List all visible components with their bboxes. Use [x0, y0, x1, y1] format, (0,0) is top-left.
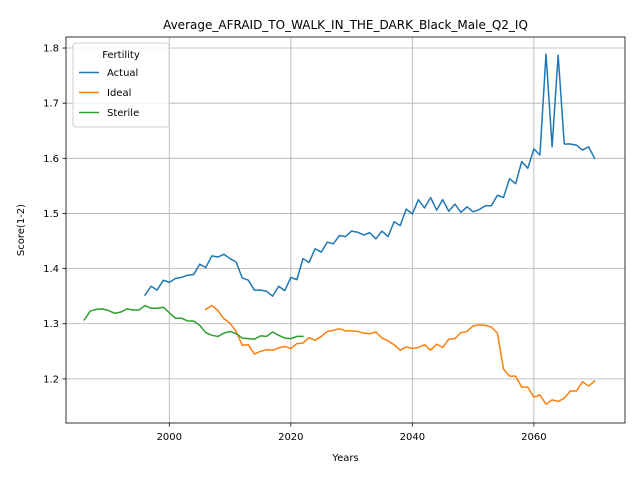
y-tick-label: 1.7 [43, 99, 59, 110]
x-axis-title: Years [331, 453, 358, 464]
legend-label-sterile: Sterile [107, 108, 139, 119]
chart-title: Average_AFRAID_TO_WALK_IN_THE_DARK_Black… [163, 18, 528, 32]
series-line-ideal [204, 304, 596, 405]
plot-frame [65, 36, 626, 424]
series-lines [83, 53, 596, 405]
y-tick-label: 1.3 [43, 319, 59, 330]
series-line-actual [143, 53, 596, 297]
x-tick-label: 2060 [521, 432, 546, 443]
series-line-sterile [83, 304, 304, 340]
x-tick-label: 2000 [157, 432, 182, 443]
legend-box [72, 42, 170, 128]
legend-label-actual: Actual [107, 68, 138, 79]
y-axis-title: Score(1-2) [16, 204, 27, 256]
x-tick-label: 2020 [278, 432, 303, 443]
legend-label-ideal: Ideal [107, 88, 131, 99]
legend: Fertility Actual Ideal Sterile [72, 42, 170, 128]
legend-items: Actual Ideal Sterile [79, 68, 139, 119]
y-tick-label: 1.4 [43, 264, 59, 275]
grid-lines [66, 37, 625, 423]
y-tick-label: 1.5 [43, 209, 59, 220]
x-tick-label: 2040 [400, 432, 425, 443]
y-tick-label: 1.6 [43, 154, 59, 165]
y-tick-label: 1.2 [43, 374, 59, 385]
y-tick-label: 1.8 [43, 44, 59, 55]
legend-title: Fertility [102, 50, 140, 61]
y-axis: 1.2 1.3 1.4 1.5 1.6 1.7 1.8 [43, 44, 66, 385]
x-axis: 2000 2020 2040 2060 [157, 423, 547, 443]
